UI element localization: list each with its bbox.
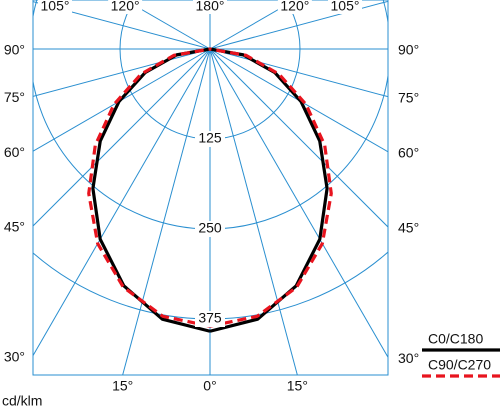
angle-label: 75° <box>4 89 25 105</box>
plot-frame <box>32 0 389 376</box>
angle-label: 15° <box>287 378 308 394</box>
label-bg <box>328 0 362 14</box>
angle-label: 120° <box>280 0 309 14</box>
legend-label: C0/C180 <box>428 331 483 347</box>
intensity-curve <box>87 47 211 328</box>
radial-line <box>209 48 388 228</box>
angle-label: 0° <box>203 378 216 394</box>
ring-label: 125 <box>198 130 222 146</box>
ring-label: 250 <box>198 220 222 236</box>
angle-label: 60° <box>4 144 25 160</box>
angle-label: 15° <box>112 378 133 394</box>
label-bg <box>193 0 227 14</box>
radial-line <box>33 48 211 356</box>
legend-label: C90/C270 <box>428 357 491 373</box>
angle-label: 60° <box>398 144 419 160</box>
label-bg <box>38 0 72 14</box>
angle-label: 90° <box>4 42 25 58</box>
radial-line <box>122 48 211 375</box>
curves <box>87 47 333 333</box>
angle-label: 30° <box>398 350 419 366</box>
radial-line <box>209 48 388 358</box>
angle-label: 45° <box>4 219 25 235</box>
label-bg <box>195 221 225 237</box>
radial-line <box>33 48 211 227</box>
intensity-curve <box>91 47 211 333</box>
label-bg <box>195 311 225 327</box>
labels: 15° 0° 15° 30° 45° 60° 75° 90° 30° 45° 60° 75° 90° 10… <box>4 0 500 394</box>
label-bg <box>108 0 143 14</box>
label-bg <box>277 0 312 14</box>
angle-label: 120° <box>111 0 140 14</box>
angle-label: 90° <box>398 42 419 58</box>
angle-label: 45° <box>398 220 419 236</box>
intensity-curve <box>209 47 333 328</box>
unit-label: cd/klm <box>2 393 42 409</box>
angle-label: 180° <box>196 0 225 14</box>
radial-line <box>33 48 211 97</box>
angle-label: 75° <box>398 89 419 105</box>
angle-label: 105° <box>331 0 360 14</box>
radial-line <box>209 48 388 98</box>
radial-line <box>209 48 298 375</box>
intensity-curve <box>209 47 329 333</box>
angle-label: 30° <box>4 348 25 364</box>
ring-label: 375 <box>198 310 222 326</box>
label-bg <box>195 131 225 147</box>
angle-label: 105° <box>41 0 70 14</box>
